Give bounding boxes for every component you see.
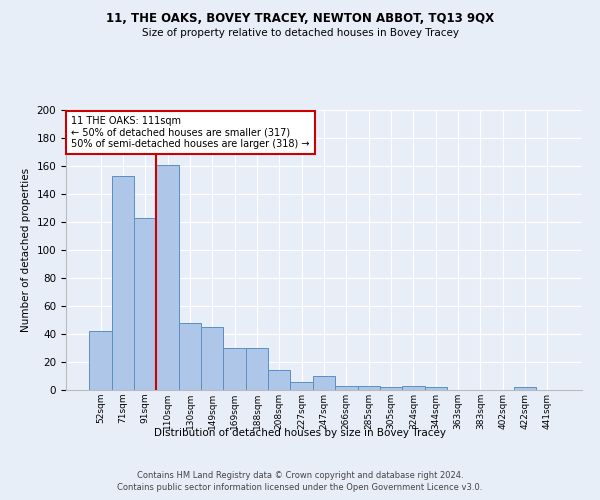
Bar — [201, 327, 223, 390]
Bar — [112, 176, 134, 390]
Y-axis label: Number of detached properties: Number of detached properties — [21, 168, 31, 332]
Text: Contains HM Land Registry data © Crown copyright and database right 2024.: Contains HM Land Registry data © Crown c… — [137, 470, 463, 480]
Bar — [380, 387, 402, 390]
Text: Distribution of detached houses by size in Bovey Tracey: Distribution of detached houses by size … — [154, 428, 446, 438]
Bar — [246, 348, 268, 390]
Bar — [134, 218, 157, 390]
Bar — [157, 164, 179, 390]
Text: Contains public sector information licensed under the Open Government Licence v3: Contains public sector information licen… — [118, 483, 482, 492]
Bar — [313, 376, 335, 390]
Bar — [425, 387, 447, 390]
Bar — [335, 386, 358, 390]
Bar — [358, 386, 380, 390]
Bar — [179, 323, 201, 390]
Bar — [268, 370, 290, 390]
Text: 11, THE OAKS, BOVEY TRACEY, NEWTON ABBOT, TQ13 9QX: 11, THE OAKS, BOVEY TRACEY, NEWTON ABBOT… — [106, 12, 494, 26]
Bar — [223, 348, 246, 390]
Bar — [89, 331, 112, 390]
Bar — [514, 387, 536, 390]
Bar — [402, 386, 425, 390]
Text: Size of property relative to detached houses in Bovey Tracey: Size of property relative to detached ho… — [142, 28, 458, 38]
Bar — [290, 382, 313, 390]
Text: 11 THE OAKS: 111sqm
← 50% of detached houses are smaller (317)
50% of semi-detac: 11 THE OAKS: 111sqm ← 50% of detached ho… — [71, 116, 310, 149]
